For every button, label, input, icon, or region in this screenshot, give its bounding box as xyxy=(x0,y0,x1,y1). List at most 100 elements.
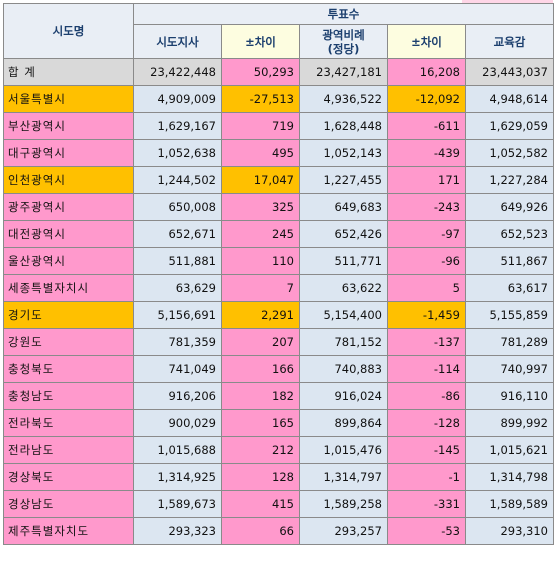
governor-votes-cell: 1,629,167 xyxy=(133,112,222,140)
region-name-cell: 울산광역시 xyxy=(3,247,134,275)
party-diff-cell: -128 xyxy=(387,409,466,437)
party-votes-cell: 293,257 xyxy=(299,517,388,545)
region-name-cell: 부산광역시 xyxy=(3,112,134,140)
table-row: 서울특별시 4,909,009 -27,513 4,936,522 -12,092 4,9… xyxy=(3,85,554,113)
party-diff-cell: -611 xyxy=(387,112,466,140)
party-diff-cell: -53 xyxy=(387,517,466,545)
region-name-cell: 전라북도 xyxy=(3,409,134,437)
superintendent-votes-cell: 899,992 xyxy=(465,409,554,437)
governor-diff-cell: -27,513 xyxy=(221,85,300,113)
region-name-cell: 전라남도 xyxy=(3,436,134,464)
table-row: 강원도 781,359 207 781,152 -137 781,289 xyxy=(3,328,554,356)
party-list-votes-header: 광역비례 (정당) xyxy=(299,24,388,59)
party-diff-cell: -439 xyxy=(387,139,466,167)
region-name-cell: 경상북도 xyxy=(3,463,134,491)
governor-votes-cell: 1,314,925 xyxy=(133,463,222,491)
governor-votes-cell: 741,049 xyxy=(133,355,222,383)
party-diff-cell: 5 xyxy=(387,274,466,302)
region-name-cell: 광주광역시 xyxy=(3,193,134,221)
superintendent-votes-header: 교육감 xyxy=(465,24,554,59)
governor-diff-cell: 2,291 xyxy=(221,301,300,329)
region-name-cell: 합 계 xyxy=(3,58,134,86)
party-diff-header: ±차이 xyxy=(387,24,466,59)
table-row: 충청남도 916,206 182 916,024 -86 916,110 xyxy=(3,382,554,410)
region-name-cell: 서울특별시 xyxy=(3,85,134,113)
governor-diff-cell: 719 xyxy=(221,112,300,140)
superintendent-votes-cell: 293,310 xyxy=(465,517,554,545)
party-votes-cell: 916,024 xyxy=(299,382,388,410)
governor-votes-header: 시도지사 xyxy=(133,24,222,59)
governor-diff-cell: 166 xyxy=(221,355,300,383)
party-votes-cell: 4,936,522 xyxy=(299,85,388,113)
party-votes-cell: 511,771 xyxy=(299,247,388,275)
governor-votes-cell: 781,359 xyxy=(133,328,222,356)
governor-votes-cell: 63,629 xyxy=(133,274,222,302)
governor-votes-cell: 293,323 xyxy=(133,517,222,545)
party-diff-cell: -1,459 xyxy=(387,301,466,329)
superintendent-votes-cell: 740,997 xyxy=(465,355,554,383)
governor-votes-cell: 1,015,688 xyxy=(133,436,222,464)
region-name-cell: 대전광역시 xyxy=(3,220,134,248)
party-votes-cell: 5,154,400 xyxy=(299,301,388,329)
party-diff-cell: -331 xyxy=(387,490,466,518)
region-name-cell: 경기도 xyxy=(3,301,134,329)
total-row: 합 계 23,422,448 50,293 23,427,181 16,208 23,44… xyxy=(3,58,554,86)
party-votes-cell: 63,622 xyxy=(299,274,388,302)
sheet-edge-decoration xyxy=(462,0,553,3)
party-diff-cell: -12,092 xyxy=(387,85,466,113)
superintendent-votes-cell: 916,110 xyxy=(465,382,554,410)
table-row: 전라남도 1,015,688 212 1,015,476 -145 1,015,621 xyxy=(3,436,554,464)
table-body: 합 계 23,422,448 50,293 23,427,181 16,208 23,44… xyxy=(3,58,554,545)
governor-votes-cell: 652,671 xyxy=(133,220,222,248)
superintendent-votes-cell: 5,155,859 xyxy=(465,301,554,329)
table-row: 인천광역시 1,244,502 17,047 1,227,455 171 1,227,28… xyxy=(3,166,554,194)
superintendent-votes-cell: 652,523 xyxy=(465,220,554,248)
governor-votes-cell: 5,156,691 xyxy=(133,301,222,329)
governor-diff-cell: 182 xyxy=(221,382,300,410)
region-name-cell: 대구광역시 xyxy=(3,139,134,167)
governor-votes-cell: 1,244,502 xyxy=(133,166,222,194)
governor-votes-cell: 916,206 xyxy=(133,382,222,410)
table-row: 경상남도 1,589,673 415 1,589,258 -331 1,589,589 xyxy=(3,490,554,518)
party-votes-cell: 23,427,181 xyxy=(299,58,388,86)
party-votes-cell: 1,628,448 xyxy=(299,112,388,140)
governor-votes-cell: 1,052,638 xyxy=(133,139,222,167)
governor-diff-cell: 128 xyxy=(221,463,300,491)
table-row: 대전광역시 652,671 245 652,426 -97 652,523 xyxy=(3,220,554,248)
party-diff-cell: -97 xyxy=(387,220,466,248)
region-name-cell: 강원도 xyxy=(3,328,134,356)
party-votes-cell: 1,227,455 xyxy=(299,166,388,194)
table-row: 부산광역시 1,629,167 719 1,628,448 -611 1,629,059 xyxy=(3,112,554,140)
party-diff-cell: -86 xyxy=(387,382,466,410)
party-votes-cell: 1,314,797 xyxy=(299,463,388,491)
party-diff-cell: 16,208 xyxy=(387,58,466,86)
governor-diff-cell: 165 xyxy=(221,409,300,437)
superintendent-votes-cell: 1,227,284 xyxy=(465,166,554,194)
table-row: 제주특별자치도 293,323 66 293,257 -53 293,310 xyxy=(3,517,554,545)
table-row: 광주광역시 650,008 325 649,683 -243 649,926 xyxy=(3,193,554,221)
superintendent-votes-cell: 63,617 xyxy=(465,274,554,302)
party-diff-cell: -96 xyxy=(387,247,466,275)
governor-diff-cell: 325 xyxy=(221,193,300,221)
region-name-cell: 경상남도 xyxy=(3,490,134,518)
region-name-cell: 충청남도 xyxy=(3,382,134,410)
table-row: 경기도 5,156,691 2,291 5,154,400 -1,459 5,155,85… xyxy=(3,301,554,329)
governor-votes-cell: 1,589,673 xyxy=(133,490,222,518)
party-votes-cell: 899,864 xyxy=(299,409,388,437)
governor-diff-cell: 495 xyxy=(221,139,300,167)
governor-diff-cell: 245 xyxy=(221,220,300,248)
table-row: 세종특별자치시 63,629 7 63,622 5 63,617 xyxy=(3,274,554,302)
party-votes-cell: 1,015,476 xyxy=(299,436,388,464)
governor-votes-cell: 23,422,448 xyxy=(133,58,222,86)
party-diff-cell: -243 xyxy=(387,193,466,221)
governor-diff-cell: 66 xyxy=(221,517,300,545)
governor-diff-cell: 17,047 xyxy=(221,166,300,194)
table-row: 충청북도 741,049 166 740,883 -114 740,997 xyxy=(3,355,554,383)
party-diff-cell: -137 xyxy=(387,328,466,356)
superintendent-votes-cell: 23,443,037 xyxy=(465,58,554,86)
governor-diff-cell: 212 xyxy=(221,436,300,464)
governor-diff-cell: 110 xyxy=(221,247,300,275)
superintendent-votes-cell: 1,052,582 xyxy=(465,139,554,167)
superintendent-votes-cell: 781,289 xyxy=(465,328,554,356)
superintendent-votes-cell: 1,629,059 xyxy=(465,112,554,140)
